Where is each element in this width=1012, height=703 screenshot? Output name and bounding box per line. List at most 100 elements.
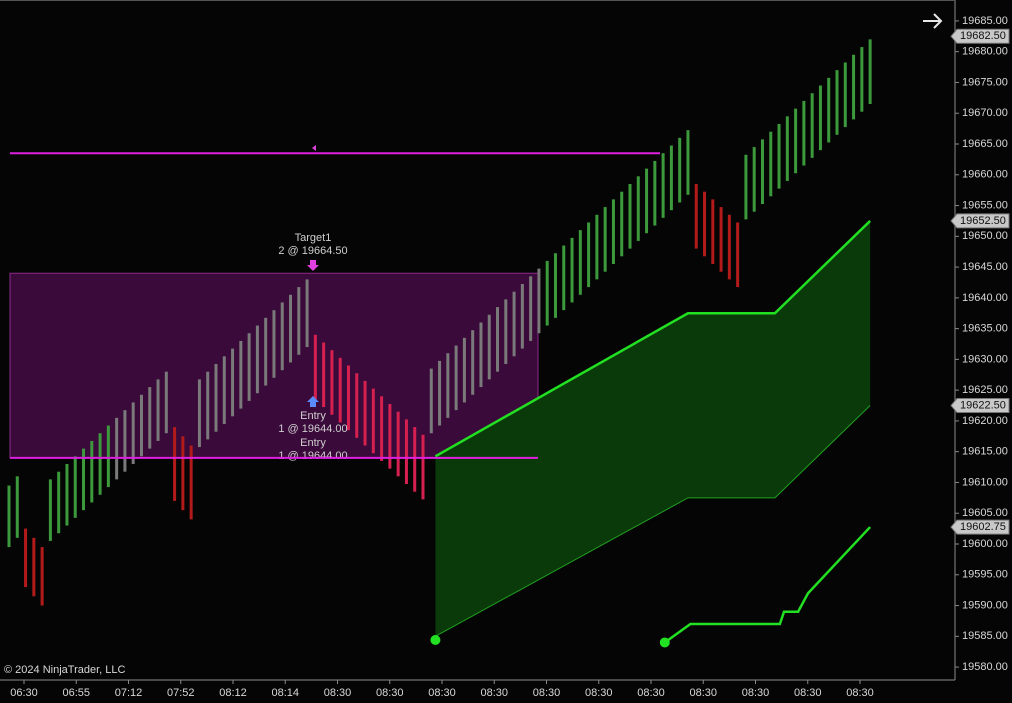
price-bar [24,528,28,588]
target-arrow [307,260,319,271]
price-bar [272,310,276,378]
price-bar [322,342,326,408]
y-tick-label: 19680.00 [962,46,1008,58]
price-bar [496,307,500,372]
price-bar [835,70,839,135]
price-bar [189,445,193,520]
plot-area [7,39,872,637]
order-label: Target1 [295,232,332,244]
price-label-box [950,398,1010,414]
price-label-box [950,28,1010,44]
price-bar [636,176,640,241]
price-bar [214,364,218,432]
price-bar [727,214,731,280]
y-tick-label: 19585.00 [962,630,1008,642]
price-bar [454,345,458,411]
x-tick-label: 06:55 [62,687,90,699]
price-bar [82,448,86,511]
y-tick-label: 19670.00 [962,107,1008,119]
y-tick-label: 19655.00 [962,199,1008,211]
price-bar [843,62,847,128]
price-bar [173,427,177,501]
price-bar [860,47,864,112]
price-bar [123,410,127,472]
y-tick-label: 19660.00 [962,169,1008,181]
price-bar [595,214,599,280]
price-bar [868,39,872,105]
price-bar [355,373,359,438]
y-tick-label: 19685.00 [962,15,1008,27]
x-tick-label: 08:30 [637,687,665,699]
x-tick-label: 08:14 [271,687,299,699]
price-bar [421,434,425,500]
order-detail: 2 @ 19664.50 [278,245,347,257]
price-bar [32,537,36,597]
price-bar [438,360,442,426]
price-bar [736,222,740,288]
price-bar [752,147,756,212]
price-bar [247,333,251,401]
trail-line [664,526,872,644]
price-bar [487,314,491,380]
price-bar [197,379,201,448]
price-bar [802,100,806,166]
price-bar [48,479,52,541]
price-bar [206,371,210,440]
y-tick-label: 19610.00 [962,476,1008,488]
price-bar [338,357,342,423]
price-bar [239,340,243,409]
price-bar [545,260,549,326]
x-tick-label: 08:30 [376,687,404,699]
y-tick-label: 19600.00 [962,538,1008,550]
x-tick-label: 08:30 [742,687,770,699]
price-bar [280,302,284,371]
price-bar [98,433,102,495]
price-bar [139,394,143,457]
price-bar [529,276,533,341]
price-bar [7,485,11,548]
price-label: 19602.75 [960,521,1006,533]
y-tick-label: 19595.00 [962,569,1008,581]
price-bar [818,85,822,151]
price-bar [73,456,77,518]
price-bar [562,245,566,311]
price-bar [620,191,624,257]
band-upper [434,220,871,458]
price-bar [471,330,475,395]
price-bar [156,379,160,441]
band-lower [435,405,871,637]
price-label-box [950,519,1010,535]
price-bar [305,279,309,348]
x-tick-label: 07:12 [115,687,143,699]
y-tick-label: 19675.00 [962,76,1008,88]
price-bar [371,388,375,454]
price-bar [719,207,723,272]
price-bar [760,139,764,204]
x-tick-label: 08:30 [324,687,352,699]
price-bar [537,268,541,334]
scroll-arrow[interactable] [923,13,943,29]
signal-dot [430,635,441,645]
price-bar [106,425,110,488]
price-bar [827,77,831,143]
price-bar [777,124,781,189]
y-tick-label: 19650.00 [962,230,1008,242]
price-bar [413,427,417,492]
price-bar [611,199,615,264]
price-bar [289,294,293,363]
x-tick-label: 06:30 [10,687,38,699]
y-tick-label: 19635.00 [962,323,1008,335]
order-detail: 1 @ 19644.00 [278,450,347,462]
price-bar [231,348,235,417]
y-tick-label: 19640.00 [962,292,1008,304]
band-fill [435,220,871,637]
price-bar [785,116,789,181]
price-bar [645,168,649,234]
y-tick-label: 19665.00 [962,138,1008,150]
price-label-box [950,213,1010,229]
y-tick-label: 19645.00 [962,261,1008,273]
price-bar [313,334,317,400]
price-bar [678,137,682,203]
